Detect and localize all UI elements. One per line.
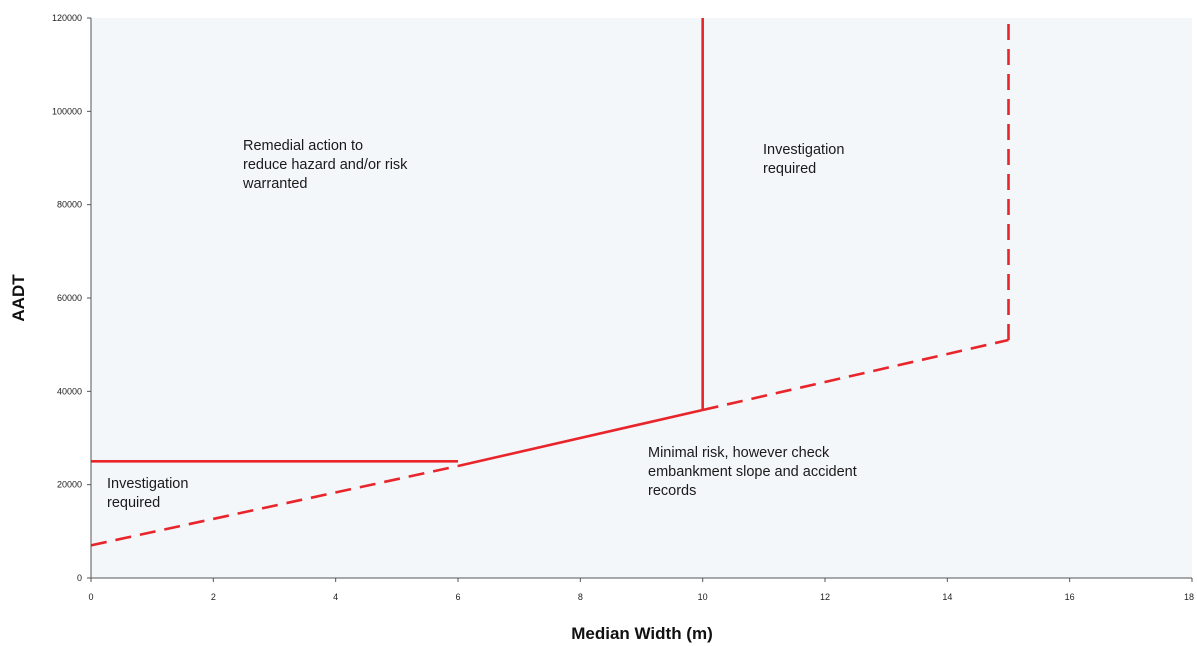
x-tick-label-4: 4: [333, 592, 338, 602]
y-tick-label-100000: 100000: [52, 106, 82, 116]
x-tick-label-14: 14: [942, 592, 952, 602]
y-ticks: 0 20000 40000 60000 80000 100000 120000: [52, 13, 91, 583]
boundary-line-2-solid: [457, 408, 703, 468]
annotation-investigation-upper-line-2: required: [763, 161, 816, 177]
annotation-minimal-risk-line-2: embankment slope and accident: [648, 464, 857, 480]
annotation-remedial-line-2: reduce hazard and/or risk: [243, 157, 408, 173]
y-tick-label-40000: 40000: [57, 386, 82, 396]
annotation-remedial-line-1: Remedial action to: [243, 138, 363, 154]
x-axis-title: Median Width (m): [571, 624, 713, 643]
y-tick-label-60000: 60000: [57, 293, 82, 303]
x-tick-label-6: 6: [455, 592, 460, 602]
annotations: Remedial action to reduce hazard and/or …: [107, 138, 861, 511]
annotation-investigation-lower: Investigation required: [107, 476, 192, 511]
x-tick-label-0: 0: [88, 592, 93, 602]
x-tick-label-2: 2: [211, 592, 216, 602]
annotation-investigation-upper: Investigation required: [763, 142, 848, 177]
annotation-investigation-lower-line-2: required: [107, 495, 160, 511]
x-tick-label-8: 8: [578, 592, 583, 602]
y-tick-label-120000: 120000: [52, 13, 82, 23]
x-tick-label-12: 12: [820, 592, 830, 602]
annotation-investigation-lower-line-1: Investigation: [107, 476, 188, 492]
annotation-investigation-upper-line-1: Investigation: [763, 142, 844, 158]
annotation-remedial-line-3: warranted: [242, 176, 307, 192]
x-tick-label-16: 16: [1065, 592, 1075, 602]
boundary-line-5-dashed: [702, 338, 1009, 412]
y-tick-label-80000: 80000: [57, 200, 82, 210]
y-tick-label-20000: 20000: [57, 480, 82, 490]
plot-area: [91, 18, 1192, 578]
y-axis-title: AADT: [9, 274, 28, 322]
series-layer: [90, 18, 1010, 547]
boundary-line-4-dashed: [90, 464, 459, 547]
x-tick-label-10: 10: [698, 592, 708, 602]
annotation-minimal-risk-line-1: Minimal risk, however check: [648, 445, 830, 461]
x-tick-label-18: 18: [1184, 592, 1194, 602]
annotation-minimal-risk-line-3: records: [648, 483, 696, 499]
annotation-remedial: Remedial action to reduce hazard and/or …: [242, 138, 411, 192]
x-ticks: 0 2 4 6 8 10 12 14 16 18: [88, 578, 1194, 602]
y-tick-label-0: 0: [77, 573, 82, 583]
annotation-minimal-risk: Minimal risk, however check embankment s…: [648, 445, 861, 499]
